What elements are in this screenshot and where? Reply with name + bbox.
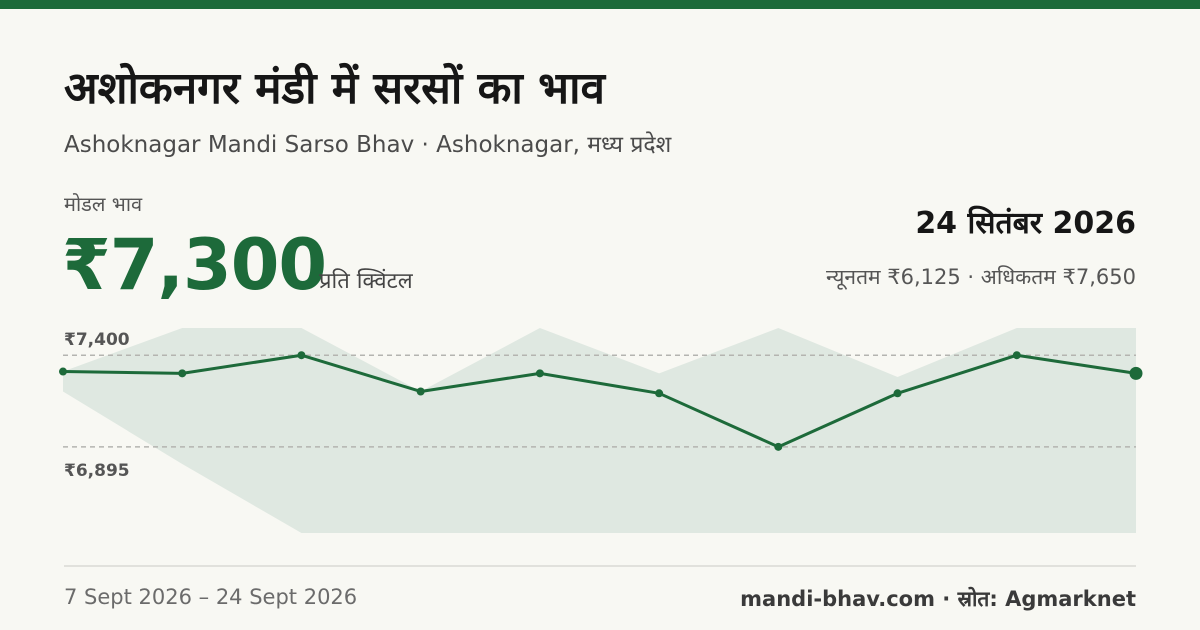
reference-label: ₹7,400 <box>64 330 130 350</box>
modal-price-label: मोडल भाव <box>64 192 143 216</box>
data-point <box>774 442 783 451</box>
price-date: 24 सितंबर 2026 <box>915 206 1136 241</box>
data-point <box>1012 351 1021 360</box>
data-point <box>59 367 67 376</box>
page-subtitle: Ashoknagar Mandi Sarso Bhav · Ashoknagar… <box>64 132 672 158</box>
data-point <box>893 389 902 398</box>
latest-data-point <box>1129 366 1143 380</box>
page-title: अशोकनगर मंडी में सरसों का भाव <box>64 63 605 114</box>
price-unit: प्रति क्विंटल <box>319 269 413 294</box>
data-point <box>535 369 544 378</box>
reference-label: ₹6,895 <box>64 461 130 481</box>
source-credit: mandi-bhav.com · स्रोत: Agmarknet <box>740 587 1136 611</box>
data-point <box>297 351 306 360</box>
modal-price-value: ₹7,300 <box>62 224 327 306</box>
data-point <box>178 369 187 378</box>
modal-price-line <box>61 353 1138 449</box>
min-max-range: न्यूनतम ₹6,125 · अधिकतम ₹7,650 <box>826 265 1136 289</box>
data-point <box>655 389 664 398</box>
date-range: 7 Sept 2026 – 24 Sept 2026 <box>64 585 358 609</box>
price-chart: ₹7,400 ₹6,895 <box>59 328 1143 533</box>
min-max-band <box>63 328 1136 533</box>
footer-divider <box>64 565 1136 567</box>
data-point <box>416 387 425 396</box>
top-accent-bar <box>0 0 1200 9</box>
